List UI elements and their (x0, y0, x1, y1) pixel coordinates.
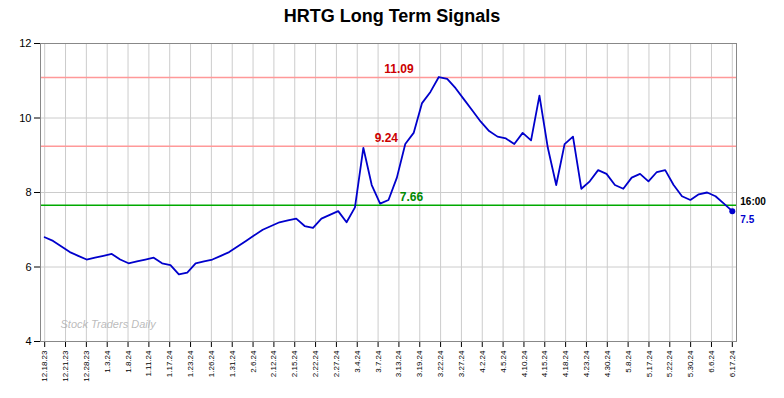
svg-text:5.22.24: 5.22.24 (665, 350, 674, 377)
svg-text:12.18.23: 12.18.23 (40, 350, 49, 382)
svg-text:3.13.24: 3.13.24 (394, 350, 403, 377)
svg-text:6.6.24: 6.6.24 (707, 350, 716, 373)
svg-text:1.17.24: 1.17.24 (165, 350, 174, 377)
svg-text:4: 4 (25, 335, 31, 347)
svg-text:1.23.24: 1.23.24 (186, 350, 195, 377)
svg-text:1.26.24: 1.26.24 (207, 350, 216, 377)
svg-text:2.22.24: 2.22.24 (311, 350, 320, 377)
svg-text:12: 12 (19, 37, 31, 49)
svg-text:10: 10 (19, 112, 31, 124)
svg-text:1.8.24: 1.8.24 (124, 350, 133, 373)
svg-text:4.5.24: 4.5.24 (499, 350, 508, 373)
svg-text:1.3.24: 1.3.24 (103, 350, 112, 373)
svg-text:3.27.24: 3.27.24 (457, 350, 466, 377)
svg-text:4.23.24: 4.23.24 (582, 350, 591, 377)
svg-text:2.6.24: 2.6.24 (249, 350, 258, 373)
svg-text:12.28.23: 12.28.23 (82, 350, 91, 382)
svg-text:5.17.24: 5.17.24 (645, 350, 654, 377)
svg-text:4.10.24: 4.10.24 (519, 350, 528, 377)
svg-text:3.19.24: 3.19.24 (415, 350, 424, 377)
svg-text:16:00: 16:00 (740, 196, 766, 207)
svg-text:6: 6 (25, 261, 31, 273)
svg-text:4.2.24: 4.2.24 (478, 350, 487, 373)
svg-text:12.21.23: 12.21.23 (61, 350, 70, 382)
svg-text:4.15.24: 4.15.24 (540, 350, 549, 377)
svg-text:4.30.24: 4.30.24 (603, 350, 612, 377)
svg-text:2.27.24: 2.27.24 (332, 350, 341, 377)
svg-text:2.12.24: 2.12.24 (269, 350, 278, 377)
svg-text:Stock Traders Daily: Stock Traders Daily (61, 318, 158, 330)
html-text:HRTG Long Term Signals: HRTG Long Term Signals (283, 6, 501, 26)
svg-text:11.09: 11.09 (384, 62, 414, 76)
svg-text:6.17.24: 6.17.24 (728, 350, 737, 377)
svg-text:1.31.24: 1.31.24 (228, 350, 237, 377)
svg-text:3.4.24: 3.4.24 (353, 350, 362, 373)
svg-text:5.30.24: 5.30.24 (686, 350, 695, 377)
svg-text:3.7.24: 3.7.24 (374, 350, 383, 373)
svg-text:7.5: 7.5 (740, 214, 754, 225)
svg-text:7.66: 7.66 (400, 190, 424, 204)
svg-text:1.11.24: 1.11.24 (144, 350, 153, 377)
svg-text:5.8.24: 5.8.24 (624, 350, 633, 373)
svg-text:2.15.24: 2.15.24 (290, 350, 299, 377)
svg-text:4.18.24: 4.18.24 (561, 350, 570, 377)
svg-text:3.22.24: 3.22.24 (436, 350, 445, 377)
svg-text:9.24: 9.24 (375, 131, 399, 145)
svg-text:8: 8 (25, 186, 31, 198)
